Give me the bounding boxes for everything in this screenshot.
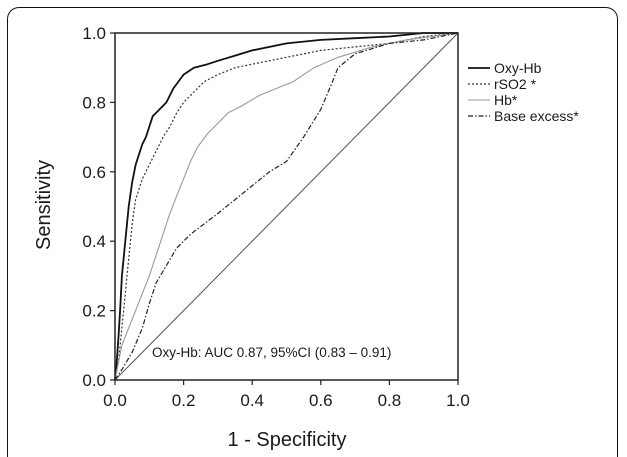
- reference-diagonal-line: [114, 32, 459, 381]
- y-tick-label: 0.4: [82, 232, 106, 251]
- y-tick-label: 0.8: [82, 93, 106, 112]
- series-line-2: [114, 32, 459, 381]
- plot-area-border: [114, 32, 459, 381]
- x-tick-label: 0.2: [172, 391, 196, 410]
- legend-label-0: Oxy-Hb: [494, 60, 542, 76]
- series-line-3: [114, 32, 459, 381]
- figure-frame: [7, 7, 618, 457]
- x-tick-label: 0.0: [103, 391, 127, 410]
- y-tick-label: 0.0: [82, 371, 106, 390]
- x-tick-label: 1.0: [446, 391, 470, 410]
- reference-diagonal-group: [114, 32, 459, 381]
- series-line-1: [114, 32, 459, 381]
- legend-label-3: Base excess*: [494, 108, 579, 124]
- y-tick-label: 0.2: [82, 302, 106, 321]
- series-line-0: [114, 32, 458, 381]
- x-tick-label: 0.8: [378, 391, 402, 410]
- x-axis-ticks: 0.0 0.2 0.4 0.6 0.8 1.0: [103, 380, 470, 410]
- series-group: [114, 32, 459, 381]
- auc-annotation: Oxy-Hb: AUC 0.87, 95%CI (0.83 – 0.91): [152, 345, 391, 360]
- x-axis-label: 1 - Specificity: [228, 429, 347, 451]
- y-tick-label: 1.0: [82, 24, 106, 43]
- y-axis-ticks: 0.0 0.2 0.4 0.6 0.8 1.0: [82, 24, 115, 390]
- y-axis-label: Sensitivity: [33, 160, 55, 250]
- x-tick-label: 0.4: [240, 391, 264, 410]
- y-tick-label: 0.6: [82, 163, 106, 182]
- x-tick-label: 0.6: [309, 391, 333, 410]
- legend-label-2: Hb*: [494, 92, 518, 108]
- legend-label-1: rSO2 *: [494, 76, 537, 92]
